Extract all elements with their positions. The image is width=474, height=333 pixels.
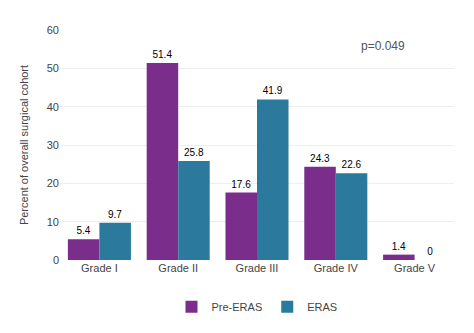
- svg-text:22.6: 22.6: [342, 159, 362, 170]
- svg-text:0: 0: [53, 254, 59, 266]
- svg-text:10: 10: [47, 216, 59, 228]
- svg-text:9.7: 9.7: [108, 209, 122, 220]
- svg-text:1.4: 1.4: [392, 241, 406, 252]
- svg-text:Grade III: Grade III: [236, 262, 279, 274]
- svg-text:60: 60: [47, 24, 59, 36]
- svg-text:Percent of overall surgical co: Percent of overall surgical cohort: [18, 65, 30, 225]
- svg-text:51.4: 51.4: [152, 49, 172, 60]
- svg-text:24.3: 24.3: [310, 153, 330, 164]
- svg-text:20: 20: [47, 177, 59, 189]
- svg-text:p=0.049: p=0.049: [361, 39, 405, 53]
- svg-text:Grade II: Grade II: [158, 262, 198, 274]
- svg-text:50: 50: [47, 62, 59, 74]
- svg-text:Pre-ERAS: Pre-ERAS: [212, 301, 263, 313]
- svg-text:0: 0: [427, 246, 433, 257]
- svg-text:30: 30: [47, 139, 59, 151]
- svg-text:Grade V: Grade V: [394, 262, 436, 274]
- svg-text:25.8: 25.8: [184, 147, 204, 158]
- svg-text:Grade I: Grade I: [81, 262, 118, 274]
- svg-text:41.9: 41.9: [263, 85, 283, 96]
- svg-text:5.4: 5.4: [76, 225, 90, 236]
- svg-text:17.6: 17.6: [231, 179, 251, 190]
- svg-text:ERAS: ERAS: [307, 301, 337, 313]
- svg-text:Grade IV: Grade IV: [314, 262, 359, 274]
- svg-text:40: 40: [47, 101, 59, 113]
